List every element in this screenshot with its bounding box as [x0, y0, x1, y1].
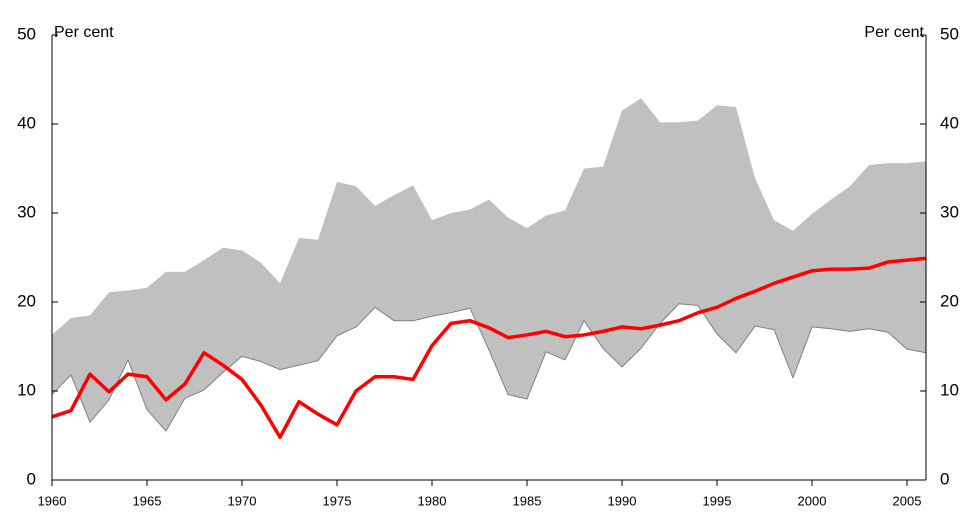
- range-band: [52, 98, 926, 432]
- x-tick-label: 1995: [703, 493, 732, 508]
- x-tick-label: 1970: [228, 493, 257, 508]
- y-tick-label: 50: [17, 24, 36, 43]
- x-tick-label: 2000: [798, 493, 827, 508]
- y-tick-label: 40: [17, 113, 36, 132]
- y2-tick-label: 30: [940, 202, 959, 221]
- y2-tick-label: 50: [940, 24, 959, 43]
- y2-tick-label: 20: [940, 291, 959, 310]
- x-tick-label: 2005: [893, 493, 922, 508]
- y2-tick-label: 0: [940, 469, 949, 488]
- x-tick-label: 1985: [513, 493, 542, 508]
- x-tick-label: 1990: [608, 493, 637, 508]
- x-tick-label: 1975: [323, 493, 352, 508]
- x-tick-label: 1960: [38, 493, 67, 508]
- y-tick-label: 20: [17, 291, 36, 310]
- y-tick-label: 10: [17, 380, 36, 399]
- y-tick-label: 0: [27, 469, 36, 488]
- x-tick-label: 1965: [133, 493, 162, 508]
- range-band-lower-edge: [51, 303, 927, 432]
- y2-axis-label: Per cent: [864, 24, 924, 41]
- y-tick-label: 30: [17, 202, 36, 221]
- y2-tick-label: 10: [940, 380, 959, 399]
- x-tick-label: 1980: [418, 493, 447, 508]
- y-axis-label: Per cent: [54, 24, 114, 41]
- y2-tick-label: 40: [940, 113, 959, 132]
- line: [51, 256, 927, 440]
